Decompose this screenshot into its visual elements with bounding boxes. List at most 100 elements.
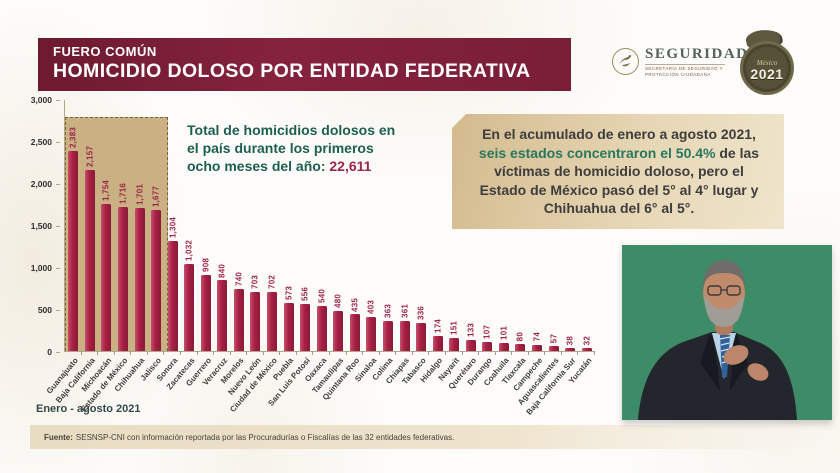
bar	[366, 317, 377, 351]
bar	[250, 291, 261, 351]
bar	[449, 338, 460, 351]
x-tick-mark	[312, 351, 314, 355]
bar-slot: 1,716 Estado de México	[80, 100, 132, 414]
x-tick-mark	[444, 351, 446, 355]
x-tick-mark	[378, 351, 380, 355]
bar	[515, 344, 526, 351]
bar-value-label: 480	[333, 293, 343, 308]
bar-slot: 840 Veracruz	[201, 100, 231, 387]
x-tick-mark	[345, 351, 347, 355]
bar-slot: 80 Tlaxcala	[500, 100, 529, 386]
y-tick-mark	[56, 226, 60, 227]
bar-slot: 74 Campeche	[511, 100, 546, 393]
bar-slot: 703 Nuevo León	[226, 100, 264, 397]
y-tick-mark	[56, 268, 60, 269]
bar-slot: 32 Yucatán	[567, 100, 595, 385]
x-tick-mark	[478, 351, 480, 355]
x-tick-mark	[97, 351, 99, 355]
seguridad-logo: SEGURIDAD SECRETARÍA DE SEGURIDAD Y PROT…	[612, 46, 749, 78]
bar-slot: 151 Nayarit	[437, 100, 463, 383]
y-tick-mark	[56, 352, 60, 353]
total-annotation-text: Total de homicidios dolosos en el país d…	[187, 122, 396, 175]
bar-value-label: 840	[217, 263, 227, 278]
sign-language-interpreter	[622, 245, 832, 420]
bar-slot: 101 Coahuila	[482, 100, 513, 388]
bar	[283, 302, 294, 351]
x-tick-mark	[494, 351, 496, 355]
bar-value-label: 540	[317, 288, 327, 303]
y-tick-mark	[56, 142, 60, 143]
x-tick-mark	[262, 351, 264, 355]
bar-slot: 2,383 Guanajuato	[45, 100, 82, 396]
bar-value-label: 2,383	[68, 126, 78, 148]
bar-value-label: 133	[466, 322, 476, 337]
x-tick-mark	[594, 351, 595, 355]
bar-slot: 540 Oaxaca	[303, 100, 330, 384]
x-tick-mark	[229, 351, 231, 355]
callout-text-2: de las víctimas de homicidio doloso, per…	[479, 144, 760, 217]
bar	[233, 288, 244, 351]
mexico-2021-emblem: México 2021	[736, 26, 798, 95]
x-tick-mark	[560, 351, 562, 355]
x-tick-mark	[329, 351, 330, 355]
y-tick-mark	[56, 184, 60, 185]
bar-value-label: 151	[449, 321, 459, 336]
bar-slot: 336 Tabasco	[401, 100, 430, 386]
title-banner: FUERO COMÚN HOMICIDIO DOLOSO POR ENTIDAD…	[38, 38, 571, 91]
period-label: Enero - agosto 2021	[36, 403, 141, 415]
bar-value-label: 57	[549, 333, 559, 344]
bar-slot: 1,032 Zacatecas	[164, 100, 198, 391]
y-tick-label: 0	[47, 347, 52, 357]
y-tick-label: 3,000	[30, 95, 52, 105]
bar-value-label: 435	[350, 297, 360, 312]
x-tick-mark	[295, 351, 297, 355]
bar	[151, 210, 162, 351]
bar	[200, 274, 211, 351]
x-tick-mark	[428, 351, 430, 355]
y-tick-label: 2,500	[30, 137, 52, 147]
bar-value-label: 107	[482, 325, 492, 340]
title-supertitle: FUERO COMÚN	[53, 44, 157, 59]
total-annotation: Total de homicidios dolosos en el país d…	[187, 121, 405, 176]
bar-slot: 1,754 Michoacán	[80, 100, 115, 393]
y-tick-mark	[56, 100, 60, 101]
bar-slot: 2,157 Baja California	[54, 100, 99, 405]
bar-value-label: 361	[400, 303, 410, 318]
y-axis: 3,000 2,500 2,000 1,500 1,000 500 0	[0, 95, 60, 357]
seguridad-wordmark: SEGURIDAD	[645, 46, 749, 62]
total-annotation-value: 22,611	[329, 158, 372, 175]
bar-value-label: 32	[582, 336, 592, 346]
bar-value-label: 556	[300, 287, 310, 302]
bar	[300, 304, 311, 351]
bar-slot: 1,701 Chihuahua	[113, 100, 148, 393]
x-tick-mark	[395, 351, 397, 355]
x-tick-mark	[544, 351, 546, 355]
x-tick-mark	[461, 351, 463, 355]
y-tick-label: 2,000	[30, 179, 52, 189]
bar-value-label: 2,157	[85, 145, 95, 167]
source-text: SESNSP-CNI con información reportada por…	[75, 432, 455, 442]
x-tick-mark	[511, 351, 513, 355]
x-tick-mark	[246, 351, 248, 355]
seguridad-subtitle: SECRETARÍA DE SEGURIDAD Y PROTECCIÓN CIU…	[645, 64, 725, 78]
bar	[333, 310, 344, 351]
bar-value-label: 336	[416, 305, 426, 320]
bar	[184, 264, 195, 351]
emblem-ring: México 2021	[740, 41, 794, 95]
source-label: Fuente:	[44, 432, 73, 442]
callout-box: En el acumulado de enero a agosto 2021, …	[452, 114, 784, 230]
bar	[565, 347, 576, 351]
x-tick-mark	[130, 351, 132, 355]
bar	[382, 320, 393, 351]
bar-slot: 702 Ciudad de México	[228, 100, 281, 414]
bar-slot: 363 Colima	[371, 100, 397, 382]
bar	[101, 203, 112, 351]
callout-highlight: seis estados concentraron el 50.4%	[478, 144, 716, 161]
top6-highlight-box	[65, 117, 168, 351]
bar-value-label: 1,304	[168, 217, 178, 239]
bar-slot: 361 Chiapas	[385, 100, 413, 386]
bar	[267, 292, 278, 351]
bar-slot: 435 Quintana Roo	[321, 100, 364, 402]
bar-value-label: 80	[515, 331, 525, 342]
